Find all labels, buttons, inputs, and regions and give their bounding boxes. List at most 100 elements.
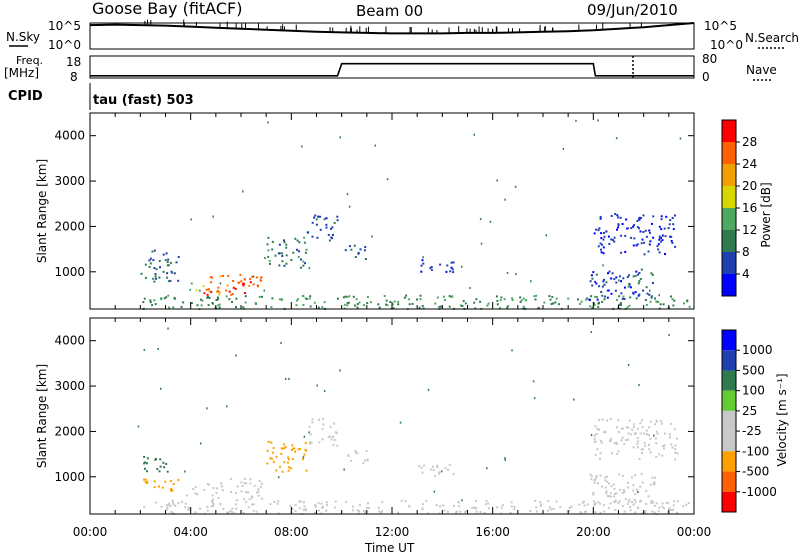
scatter-point bbox=[522, 297, 525, 300]
scatter-point bbox=[270, 441, 273, 444]
scatter-point bbox=[166, 261, 169, 263]
scatter-point bbox=[607, 507, 610, 509]
scatter-point bbox=[672, 304, 675, 307]
scatter-point bbox=[300, 258, 302, 261]
scatter-point bbox=[649, 451, 652, 454]
scatter-point bbox=[244, 292, 246, 294]
scatter-point bbox=[438, 472, 441, 475]
scatter-point bbox=[622, 489, 625, 492]
scatter-point bbox=[629, 509, 632, 512]
scatter-point bbox=[314, 512, 317, 514]
scatter-point bbox=[676, 437, 678, 440]
scatter-point bbox=[249, 482, 252, 485]
scatter-point bbox=[436, 296, 439, 299]
scatter-point bbox=[674, 444, 677, 447]
scatter-point bbox=[649, 437, 652, 440]
velocity-axes: 1000 2000 3000 4000 bbox=[54, 318, 695, 514]
scatter-point bbox=[610, 495, 613, 498]
scatter-point bbox=[156, 468, 159, 471]
scatter-point bbox=[622, 295, 625, 298]
scatter-point bbox=[464, 302, 467, 305]
scatter-point bbox=[143, 462, 146, 465]
scatter-point bbox=[496, 295, 498, 298]
scatter-point bbox=[198, 289, 201, 292]
scatter-point bbox=[601, 243, 603, 246]
scatter-point bbox=[171, 271, 174, 274]
scatter-point bbox=[670, 235, 673, 238]
scatter-point bbox=[594, 295, 597, 298]
scatter-point bbox=[614, 508, 617, 511]
scatter-point bbox=[644, 510, 647, 513]
x-tick-label: 04:00 bbox=[173, 525, 208, 539]
colorbar-tick-label: 12 bbox=[742, 223, 757, 237]
scatter-point bbox=[364, 258, 367, 260]
scatter-point bbox=[625, 218, 628, 221]
scatter-point bbox=[630, 227, 633, 230]
scatter-point bbox=[346, 302, 349, 305]
scatter-point bbox=[610, 238, 613, 241]
scatter-point bbox=[687, 502, 690, 504]
scatter-point bbox=[146, 462, 148, 465]
scatter-point bbox=[602, 252, 605, 255]
scatter-point bbox=[597, 229, 600, 232]
scatter-point bbox=[586, 297, 589, 300]
scatter-point bbox=[177, 502, 180, 505]
scatter-point bbox=[311, 221, 314, 224]
scatter-point bbox=[513, 505, 516, 508]
scatter-point bbox=[281, 252, 284, 255]
scatter-point bbox=[578, 503, 581, 506]
scatter-point bbox=[639, 485, 642, 488]
scatter-point bbox=[211, 494, 214, 497]
scatter-point bbox=[639, 278, 642, 280]
scatter-point bbox=[206, 293, 209, 296]
scatter-point bbox=[628, 304, 631, 307]
colorbar-tick-label: -500 bbox=[742, 465, 769, 479]
scatter-point bbox=[672, 228, 675, 231]
scatter-point bbox=[618, 500, 621, 503]
scatter-point bbox=[305, 248, 308, 251]
scatter-point bbox=[335, 432, 338, 435]
scatter-point bbox=[670, 295, 672, 298]
scatter-point bbox=[218, 293, 221, 296]
scatter-point bbox=[519, 300, 522, 303]
scatter-point bbox=[163, 297, 166, 300]
scatter-point bbox=[267, 121, 269, 124]
scatter-point bbox=[280, 447, 283, 450]
scatter-point bbox=[496, 506, 499, 509]
scatter-point bbox=[455, 511, 458, 514]
scatter-point bbox=[260, 279, 263, 282]
scatter-point bbox=[273, 501, 276, 503]
scatter-point bbox=[661, 454, 664, 457]
scatter-point bbox=[271, 248, 274, 251]
scatter-point bbox=[608, 439, 611, 442]
scatter-point bbox=[278, 243, 281, 246]
scatter-point bbox=[555, 297, 558, 300]
scatter-point bbox=[206, 509, 209, 512]
scatter-point bbox=[496, 299, 499, 302]
scatter-point bbox=[619, 302, 622, 305]
scatter-point bbox=[475, 510, 478, 513]
scatter-point bbox=[488, 507, 491, 510]
scatter-point bbox=[643, 432, 645, 435]
scatter-point bbox=[359, 248, 362, 251]
scatter-point bbox=[599, 242, 602, 245]
scatter-point bbox=[612, 483, 615, 486]
scatter-point bbox=[618, 295, 621, 298]
scatter-point bbox=[594, 453, 597, 456]
scatter-point bbox=[187, 508, 190, 511]
scatter-point bbox=[336, 215, 339, 218]
scatter-point bbox=[158, 470, 161, 473]
scatter-point bbox=[608, 242, 611, 245]
scatter-point bbox=[217, 286, 220, 289]
scatter-point bbox=[632, 244, 635, 247]
scatter-point bbox=[400, 499, 403, 502]
scatter-point bbox=[304, 509, 307, 512]
scatter-point bbox=[210, 500, 213, 503]
scatter-point bbox=[662, 303, 665, 306]
scatter-point bbox=[499, 299, 502, 302]
scatter-point bbox=[180, 305, 183, 308]
scatter-point bbox=[627, 481, 629, 484]
scatter-point bbox=[644, 444, 647, 447]
colorbar-swatch bbox=[722, 491, 736, 512]
scatter-point bbox=[152, 259, 155, 262]
